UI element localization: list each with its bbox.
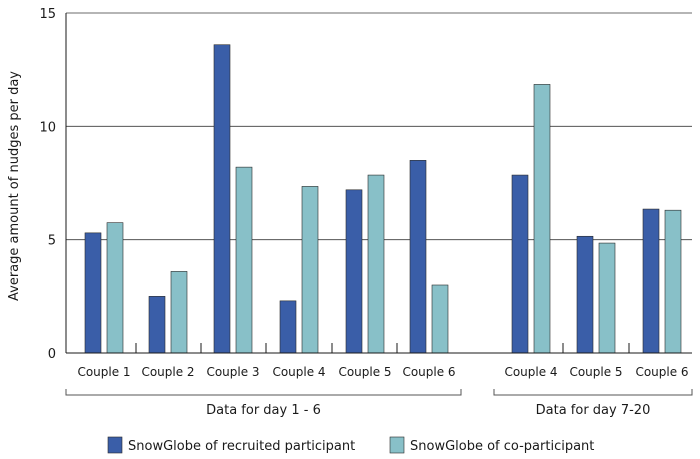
y-tick-label: 15 [39, 7, 56, 22]
bar [533, 84, 551, 354]
bar [235, 166, 253, 354]
bar [431, 284, 449, 354]
bar [511, 174, 529, 354]
group-label: Data for day 1 - 6 [206, 403, 321, 418]
bar [367, 174, 385, 354]
category-label: Couple 6 [635, 365, 688, 379]
category-label: Couple 6 [402, 365, 455, 379]
group-bracket [65, 389, 462, 396]
bar [213, 44, 231, 354]
bar [598, 242, 616, 354]
bar [664, 209, 682, 354]
bar [301, 186, 319, 354]
category-label: Couple 2 [141, 365, 194, 379]
y-tick-label: 5 [48, 234, 56, 249]
category-labels: Couple 1 Couple 2 Couple 3 Couple 4 Couple 5… [77, 365, 688, 379]
bar [279, 300, 297, 354]
bar [409, 160, 427, 354]
bar [148, 296, 166, 354]
bar [576, 235, 594, 354]
legend-swatch [389, 436, 405, 454]
bar [170, 271, 188, 354]
bar [345, 189, 363, 354]
bar [84, 232, 102, 354]
group-bracket [493, 389, 693, 396]
category-label: Couple 3 [206, 365, 259, 379]
y-axis-label: Average amount of nudges per day [7, 71, 22, 301]
y-tick-label: 0 [48, 347, 56, 362]
category-label: Couple 5 [569, 365, 622, 379]
legend-label: SnowGlobe of co-participant [410, 439, 594, 454]
bar [642, 208, 660, 354]
category-label: Couple 1 [77, 365, 130, 379]
category-label: Couple 4 [504, 365, 557, 379]
legend-label: SnowGlobe of recruited participant [128, 439, 355, 454]
group-brackets: Data for day 1 - 6 Data for day 7-20 [65, 389, 693, 418]
bars [84, 44, 682, 354]
legend-swatch [107, 436, 123, 454]
y-tick-label: 10 [39, 120, 56, 135]
group-label: Data for day 7-20 [536, 403, 651, 418]
category-label: Couple 5 [338, 365, 391, 379]
axes: 0 5 10 15 [39, 7, 692, 362]
legend: SnowGlobe of recruited participant SnowGl… [107, 436, 594, 454]
category-label: Couple 4 [272, 365, 325, 379]
bar [106, 222, 124, 354]
